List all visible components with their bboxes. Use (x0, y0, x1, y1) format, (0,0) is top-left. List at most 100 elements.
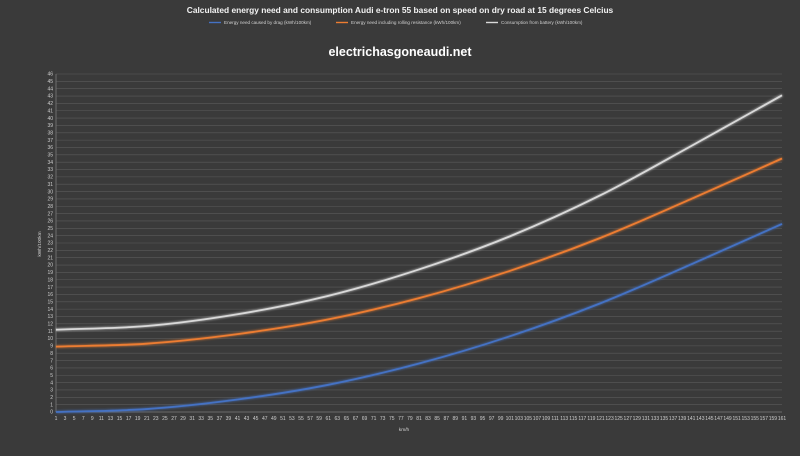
y-tick-label: 3 (50, 388, 53, 394)
y-tick-label: 34 (47, 160, 53, 166)
x-tick-label: 161 (778, 416, 787, 422)
x-tick-label: 17 (126, 416, 132, 422)
y-tick-label: 4 (50, 380, 53, 386)
series-layer (55, 94, 783, 413)
x-tick-label: 83 (425, 416, 431, 422)
x-tick-label: 145 (705, 416, 714, 422)
y-tick-label: 43 (47, 94, 53, 100)
chart-title: Calculated energy need and consumption A… (187, 5, 614, 15)
y-tick-label: 8 (50, 351, 53, 357)
x-tick-label: 69 (362, 416, 368, 422)
x-tick-label: 49 (271, 416, 277, 422)
x-tick-label: 27 (171, 416, 177, 422)
x-tick-label: 125 (614, 416, 623, 422)
x-tick-label: 109 (542, 416, 551, 422)
x-tick-label: 79 (407, 416, 413, 422)
x-tick-label: 31 (189, 416, 195, 422)
x-tick-label: 61 (325, 416, 331, 422)
y-tick-label: 39 (47, 123, 53, 129)
y-tick-label: 12 (47, 322, 53, 328)
x-tick-label: 155 (751, 416, 760, 422)
y-tick-label: 22 (47, 248, 53, 254)
y-tick-label: 33 (47, 167, 53, 173)
x-tick-label: 5 (73, 416, 76, 422)
x-tick-label: 45 (253, 416, 259, 422)
x-tick-label: 3 (64, 416, 67, 422)
y-tick-label: 5 (50, 373, 53, 379)
x-tick-label: 35 (207, 416, 213, 422)
x-tick-label: 141 (687, 416, 696, 422)
y-tick-label: 20 (47, 263, 53, 269)
y-tick-label: 14 (47, 307, 53, 313)
grid-layer (55, 73, 782, 413)
y-tick-label: 46 (47, 72, 53, 78)
x-tick-label: 37 (217, 416, 223, 422)
y-axis-label: kWh/100km (37, 231, 43, 256)
y-tick-label: 9 (50, 344, 53, 350)
x-tick-label: 23 (153, 416, 159, 422)
x-tick-label: 63 (335, 416, 341, 422)
x-tick-label: 65 (344, 416, 350, 422)
y-tick-label: 29 (47, 197, 53, 203)
x-tick-label: 123 (605, 416, 614, 422)
x-tick-label: 29 (180, 416, 186, 422)
y-tick-label: 40 (47, 116, 53, 122)
y-tick-label: 25 (47, 226, 53, 232)
x-tick-label: 87 (443, 416, 449, 422)
y-tick-label: 41 (47, 108, 53, 114)
x-tick-label: 59 (316, 416, 322, 422)
x-tick-label: 9 (91, 416, 94, 422)
y-tick-label: 30 (47, 189, 53, 195)
x-tick-label: 85 (434, 416, 440, 422)
x-tick-label: 101 (506, 416, 515, 422)
y-tick-label: 44 (47, 86, 53, 92)
y-tick-label: 21 (47, 255, 53, 261)
x-tick-label: 57 (307, 416, 313, 422)
y-tick-label: 45 (47, 79, 53, 85)
x-tick-label: 1 (55, 416, 58, 422)
y-tick-label: 24 (47, 233, 53, 239)
x-tick-label: 75 (389, 416, 395, 422)
x-tick-label: 11 (99, 416, 104, 422)
legend-label: Energy need including rolling resistance… (351, 20, 461, 25)
y-tick-label: 32 (47, 175, 53, 181)
y-tick-label: 35 (47, 153, 53, 159)
x-tick-label: 55 (298, 416, 304, 422)
x-tick-label: 151 (732, 416, 741, 422)
x-tick-label: 133 (651, 416, 660, 422)
legend-label: Consumption from battery (kWh/100km) (501, 20, 583, 25)
y-axis-ticks: 0123456789101112131415161718192021222324… (47, 72, 53, 416)
y-tick-label: 38 (47, 130, 53, 136)
x-tick-label: 71 (371, 416, 377, 422)
x-tick-label: 41 (235, 416, 241, 422)
x-tick-label: 147 (714, 416, 723, 422)
y-tick-label: 31 (47, 182, 53, 188)
y-tick-label: 13 (47, 314, 53, 320)
x-tick-label: 159 (769, 416, 778, 422)
x-tick-label: 119 (587, 416, 595, 422)
x-tick-label: 95 (480, 416, 486, 422)
legend-label: Energy need caused by drag (kWh/100km) (224, 20, 312, 25)
x-tick-label: 105 (524, 416, 533, 422)
y-tick-label: 1 (50, 402, 53, 408)
x-tick-label: 131 (642, 416, 651, 422)
y-tick-label: 18 (47, 277, 53, 283)
x-tick-label: 53 (289, 416, 295, 422)
series-line-1 (55, 223, 783, 413)
y-tick-label: 2 (50, 395, 53, 401)
x-tick-label: 51 (280, 416, 286, 422)
y-tick-label: 19 (47, 270, 53, 276)
x-tick-label: 47 (262, 416, 268, 422)
x-tick-label: 81 (416, 416, 422, 422)
y-tick-label: 23 (47, 241, 53, 247)
x-axis-ticks: 1 3 5 7 9 11 13 15 17 19 21 23 25 27 29 31 33 35 37 39 41 43 4… (55, 416, 787, 422)
x-tick-label: 7 (82, 416, 85, 422)
y-tick-label: 26 (47, 219, 53, 225)
y-tick-label: 42 (47, 101, 53, 107)
x-tick-label: 103 (515, 416, 524, 422)
x-tick-label: 99 (498, 416, 504, 422)
watermark-text: electrichasgoneaudi.net (328, 45, 472, 59)
y-tick-label: 16 (47, 292, 53, 298)
y-tick-label: 15 (47, 299, 53, 305)
legend: Energy need caused by drag (kWh/100km) En… (209, 20, 583, 25)
